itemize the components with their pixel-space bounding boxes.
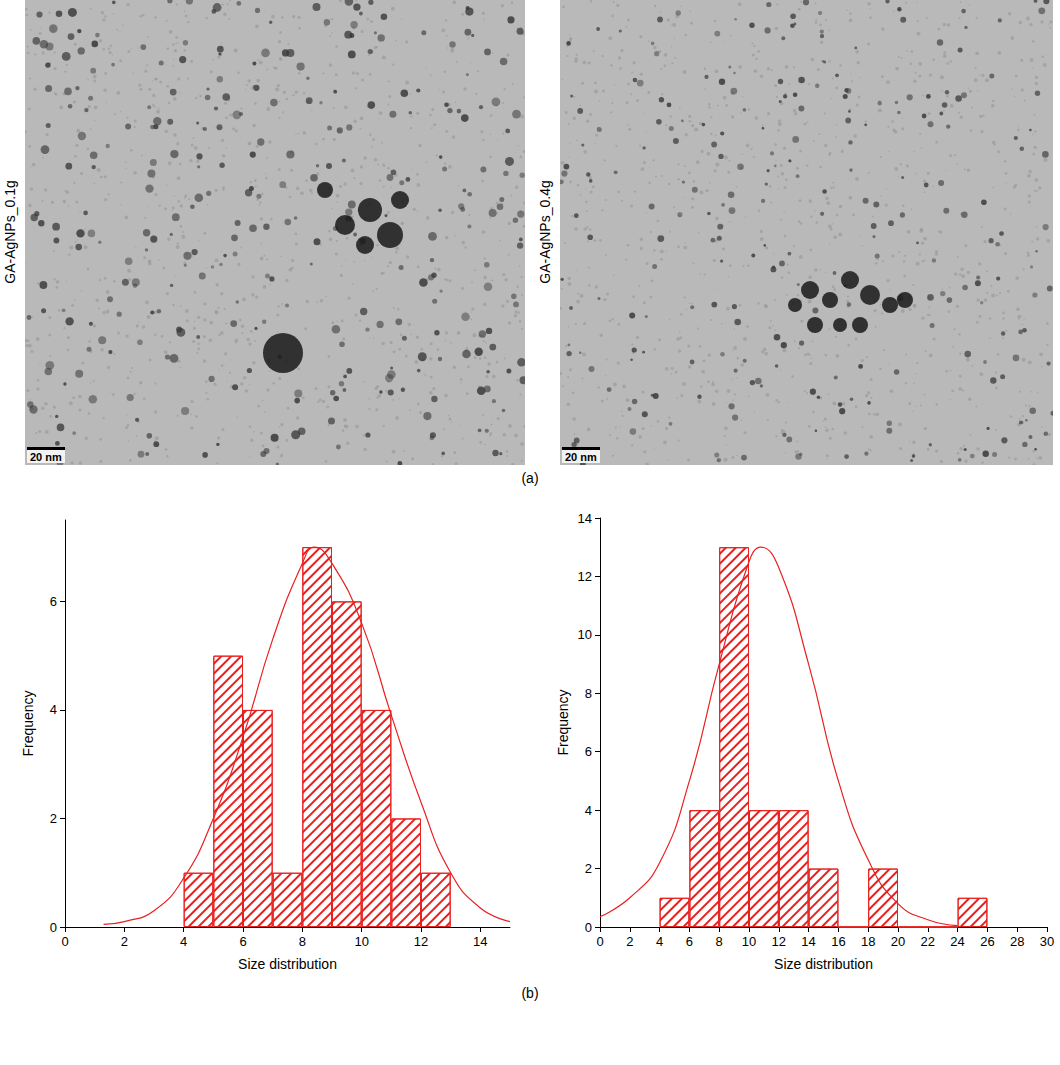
svg-text:2: 2 — [585, 861, 592, 876]
html-text:20 nm: 20 nm — [30, 451, 62, 463]
svg-text:Size distribution: Size distribution — [774, 956, 873, 972]
svg-text:6: 6 — [686, 934, 693, 949]
svg-text:Size distribution: Size distribution — [238, 956, 337, 972]
html-text:(b): (b) — [521, 985, 539, 1001]
svg-text:12: 12 — [772, 934, 786, 949]
html-text:20 nm: 20 nm — [565, 451, 597, 463]
svg-text:4: 4 — [656, 934, 663, 949]
svg-text:16: 16 — [831, 934, 845, 949]
svg-text:14: 14 — [801, 934, 815, 949]
svg-text:22: 22 — [921, 934, 935, 949]
svg-text:12: 12 — [578, 569, 592, 584]
svg-text:8: 8 — [299, 934, 306, 949]
svg-text:10: 10 — [742, 934, 756, 949]
svg-text:14: 14 — [473, 934, 487, 949]
svg-text:12: 12 — [414, 934, 428, 949]
svg-text:0: 0 — [61, 934, 68, 949]
svg-text:6: 6 — [585, 744, 592, 759]
html-text:GA-AgNPs_0.1g: GA-AgNPs_0.1g — [2, 180, 18, 284]
svg-text:Frequency: Frequency — [20, 690, 36, 756]
svg-text:8: 8 — [585, 686, 592, 701]
svg-text:0: 0 — [50, 920, 57, 935]
svg-text:10: 10 — [354, 934, 368, 949]
svg-text:2: 2 — [121, 934, 128, 949]
svg-text:10: 10 — [578, 627, 592, 642]
svg-text:18: 18 — [861, 934, 875, 949]
svg-text:30: 30 — [1040, 934, 1054, 949]
svg-text:28: 28 — [1010, 934, 1024, 949]
svg-text:6: 6 — [239, 934, 246, 949]
svg-text:4: 4 — [180, 934, 187, 949]
svg-text:Frequency: Frequency — [555, 689, 571, 755]
svg-text:0: 0 — [585, 920, 592, 935]
svg-text:0: 0 — [596, 934, 603, 949]
svg-text:2: 2 — [626, 934, 633, 949]
svg-text:26: 26 — [980, 934, 994, 949]
svg-text:14: 14 — [578, 511, 592, 526]
html-text:(a): (a) — [521, 470, 539, 486]
svg-text:20: 20 — [891, 934, 905, 949]
svg-text:24: 24 — [950, 934, 964, 949]
svg-text:4: 4 — [50, 702, 57, 717]
svg-text:2: 2 — [50, 811, 57, 826]
svg-text:4: 4 — [585, 803, 592, 818]
svg-text:8: 8 — [716, 934, 723, 949]
svg-text:6: 6 — [50, 594, 57, 609]
html-text:GA-AgNPs_0.4g: GA-AgNPs_0.4g — [537, 180, 553, 284]
